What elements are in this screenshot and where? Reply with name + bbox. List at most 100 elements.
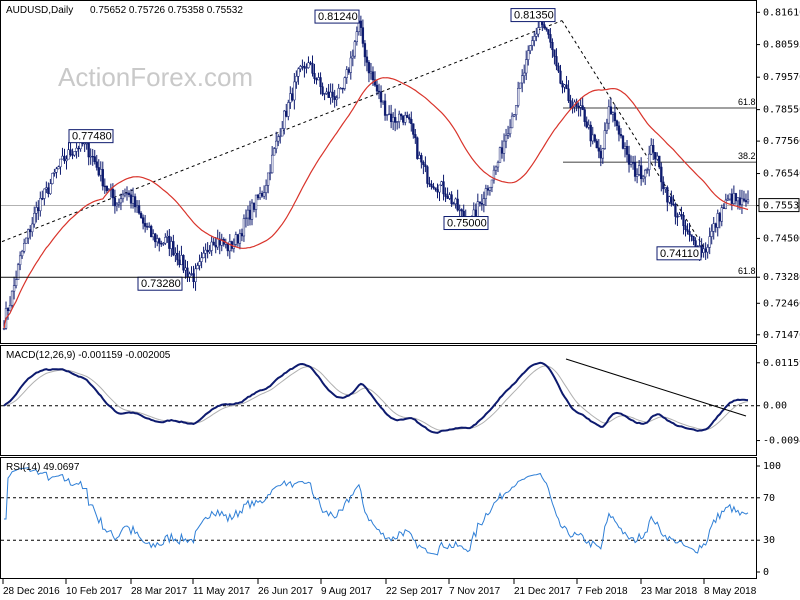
candle xyxy=(311,63,314,74)
rsi-panel xyxy=(0,457,757,579)
candle xyxy=(254,194,258,210)
candle xyxy=(730,193,734,204)
candle xyxy=(47,187,50,194)
candle xyxy=(710,231,713,237)
candle xyxy=(234,234,238,245)
candle xyxy=(139,212,143,218)
candle xyxy=(379,91,383,103)
candle xyxy=(283,110,286,129)
candle xyxy=(148,225,151,228)
candle xyxy=(617,125,621,135)
candle xyxy=(333,96,336,100)
candle xyxy=(287,102,290,117)
price-annotation-label: 0.74110 xyxy=(660,248,699,260)
candle xyxy=(692,236,695,241)
macd-title: MACD(12,26,9) -0.001159 -0.002005 xyxy=(6,350,171,361)
date-tick-label: 11 May 2017 xyxy=(193,586,251,597)
candle xyxy=(143,223,147,227)
candle xyxy=(738,197,742,205)
candle xyxy=(361,27,365,44)
candle xyxy=(305,67,308,69)
candle xyxy=(14,279,18,286)
candle xyxy=(41,198,44,200)
candle xyxy=(631,162,635,164)
date-tick-label: 21 Dec 2017 xyxy=(514,586,571,597)
candle xyxy=(615,120,619,127)
candle xyxy=(113,197,117,207)
candle xyxy=(650,145,653,155)
candle xyxy=(339,87,342,90)
candle xyxy=(196,265,199,270)
candle xyxy=(635,174,639,177)
candle xyxy=(450,194,453,205)
macd-tick-label: 0.01159 xyxy=(763,358,800,369)
candle xyxy=(492,169,496,181)
candle xyxy=(63,155,66,162)
candle xyxy=(549,34,552,43)
candle xyxy=(440,181,443,186)
candle xyxy=(315,78,318,81)
candle xyxy=(337,88,340,99)
candle xyxy=(658,155,661,168)
candle xyxy=(299,66,302,70)
candle xyxy=(410,118,413,124)
rsi-tick-label: 70 xyxy=(763,493,775,504)
candle xyxy=(343,77,346,89)
candle xyxy=(105,185,108,192)
candle xyxy=(533,36,536,41)
candle xyxy=(367,62,371,74)
candle xyxy=(514,105,518,116)
candle xyxy=(45,187,48,190)
candle xyxy=(129,194,133,204)
candle xyxy=(291,93,294,101)
date-tick-label: 28 Dec 2016 xyxy=(3,586,60,597)
date-tick-label: 7 Nov 2017 xyxy=(449,586,501,597)
candle xyxy=(500,147,504,154)
candle xyxy=(587,124,590,128)
candle xyxy=(281,128,284,137)
candle xyxy=(67,149,70,160)
candle xyxy=(341,87,344,90)
candle xyxy=(553,49,556,57)
candle xyxy=(285,110,288,117)
candle xyxy=(206,249,209,253)
candle xyxy=(502,140,506,154)
candle xyxy=(504,135,508,142)
candle xyxy=(718,213,721,222)
candle xyxy=(422,161,425,166)
candle xyxy=(208,250,211,253)
candle xyxy=(408,117,411,120)
candle xyxy=(432,186,435,188)
candle xyxy=(611,112,615,115)
candle xyxy=(101,169,104,187)
candle xyxy=(452,203,455,205)
candle xyxy=(295,76,298,83)
candle xyxy=(351,55,354,59)
candle xyxy=(426,166,429,184)
price-annotations: 0.77480 0.73280 0.81240 0.75000 0.81350 0.741… xyxy=(1,8,756,291)
candle xyxy=(329,91,332,98)
candle xyxy=(210,241,213,251)
candle xyxy=(424,164,427,168)
candle xyxy=(605,122,609,131)
candle xyxy=(684,225,687,230)
candle xyxy=(430,184,433,187)
candle xyxy=(275,140,278,149)
candle xyxy=(190,273,193,275)
watermark: ActionForex.com xyxy=(58,62,253,92)
candle xyxy=(633,162,637,177)
candle xyxy=(6,308,10,312)
candle xyxy=(660,166,663,183)
candle xyxy=(672,203,675,206)
candle xyxy=(716,213,719,228)
date-tick-label: 10 Feb 2017 xyxy=(66,586,123,597)
candle xyxy=(216,238,219,248)
candle xyxy=(268,172,272,174)
candle xyxy=(670,196,673,205)
rsi-tick-label: 30 xyxy=(763,535,775,546)
candle xyxy=(186,267,189,278)
candle xyxy=(91,155,94,158)
candle xyxy=(127,192,131,196)
candle xyxy=(381,100,385,103)
